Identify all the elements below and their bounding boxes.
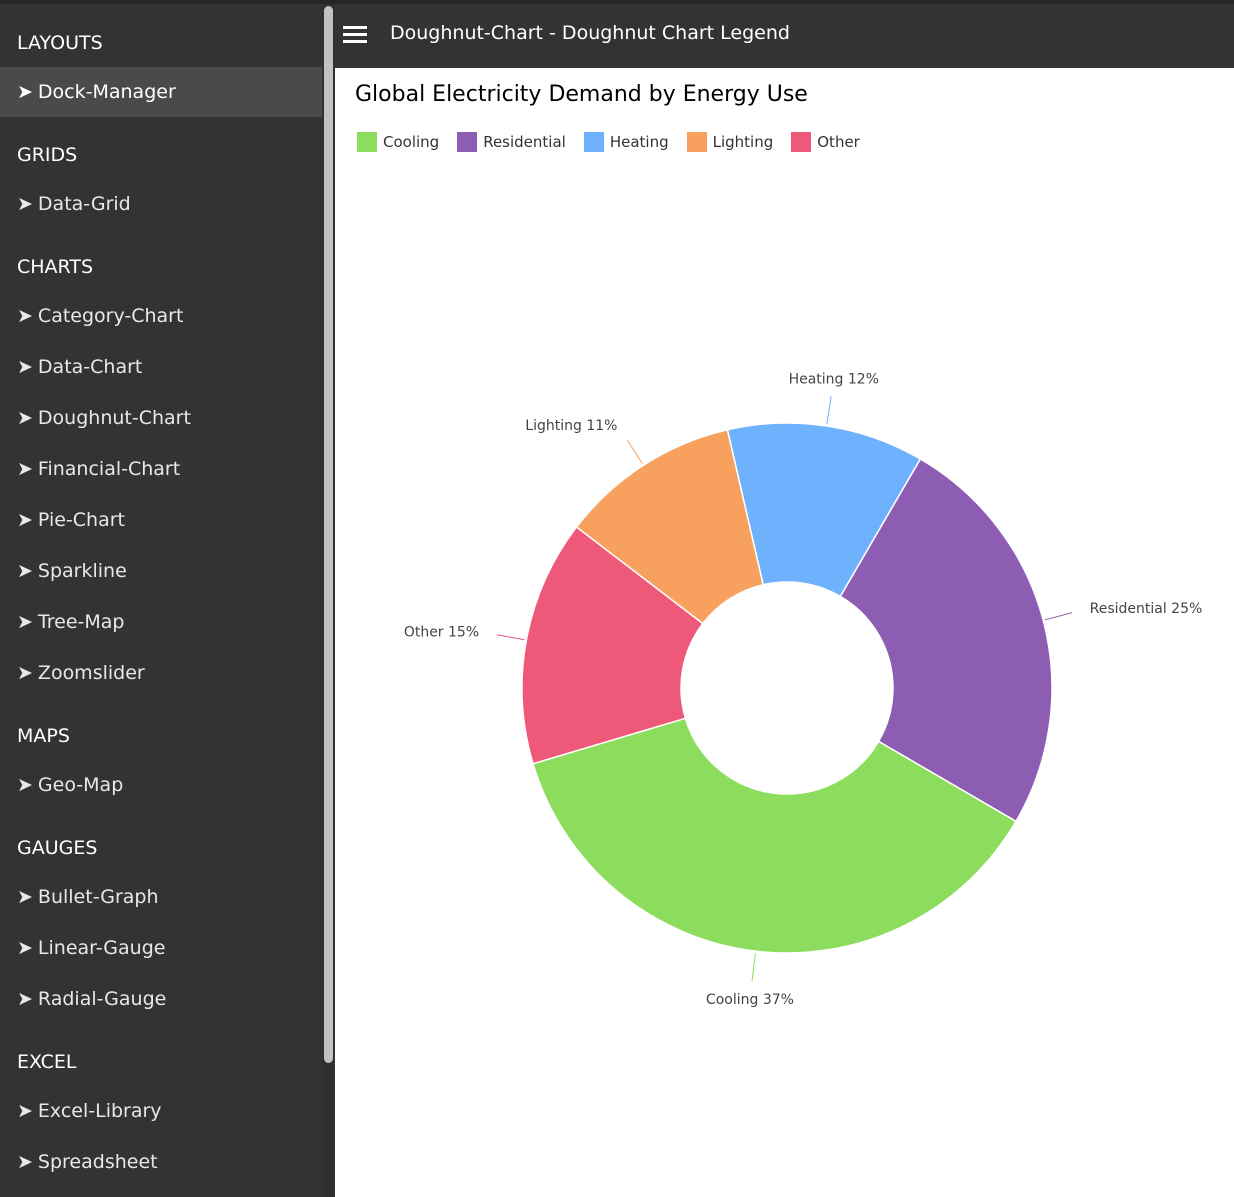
arrow-right-icon: ➤ (17, 662, 33, 684)
sidebar-section-grids: GRIDS (17, 144, 78, 166)
sidebar-item-label: Spreadsheet (37, 1151, 158, 1173)
arrow-right-icon: ➤ (17, 611, 33, 633)
sidebar-item-radial-gauge[interactable]: ➤ Radial-Gauge (0, 974, 322, 1024)
sidebar-item-label: Tree-Map (37, 611, 125, 633)
legend-swatch (357, 132, 377, 152)
arrow-right-icon: ➤ (17, 886, 33, 908)
sidebar-item-sparkline[interactable]: ➤ Sparkline (0, 546, 322, 596)
slice-label-cooling: Cooling 37% (706, 992, 794, 1008)
callout-line-cooling (751, 953, 756, 981)
arrow-right-icon: ➤ (17, 774, 33, 796)
sidebar-item-linear-gauge[interactable]: ➤ Linear-Gauge (0, 923, 322, 973)
header-title: Doughnut-Chart - Doughnut Chart Legend (390, 22, 790, 44)
sidebar-item-geo-map[interactable]: ➤ Geo-Map (0, 760, 322, 810)
arrow-right-icon: ➤ (17, 356, 33, 378)
arrow-right-icon: ➤ (17, 81, 33, 103)
sidebar-item-dock-manager[interactable]: ➤ Dock-Manager (0, 67, 322, 117)
sidebar-item-label: Geo-Map (37, 774, 124, 796)
chart-legend: Cooling Residential Heating Lighting Other (357, 132, 878, 152)
sidebar-item-label: Linear-Gauge (37, 937, 166, 959)
slice-cooling[interactable] (532, 717, 1018, 954)
legend-item-other[interactable]: Other (791, 132, 860, 152)
legend-item-heating[interactable]: Heating (583, 132, 669, 152)
arrow-right-icon: ➤ (17, 305, 33, 327)
header-top-border (335, 0, 1234, 4)
sidebar-item-category-chart[interactable]: ➤ Category-Chart (0, 291, 322, 341)
sidebar-item-bullet-graph[interactable]: ➤ Bullet-Graph (0, 872, 322, 922)
arrow-right-icon: ➤ (17, 1151, 33, 1173)
legend-swatch (457, 132, 478, 152)
sidebar-item-financial-chart[interactable]: ➤ Financial-Chart (0, 444, 322, 494)
arrow-right-icon: ➤ (17, 458, 33, 480)
sidebar-item-label: Category-Chart (37, 305, 184, 327)
arrow-right-icon: ➤ (17, 407, 33, 429)
sidebar-item-label: Radial-Gauge (37, 988, 167, 1010)
sidebar-item-label: Sparkline (37, 560, 127, 582)
callout-line-lighting (626, 439, 643, 464)
sidebar-item-spreadsheet[interactable]: ➤ Spreadsheet (0, 1137, 322, 1187)
legend-label: Cooling (383, 133, 440, 151)
callout-line-heating (826, 396, 832, 425)
sidebar-top-border (0, 0, 335, 4)
sidebar-section-excel: EXCEL (17, 1051, 77, 1073)
sidebar-item-label: Excel-Library (37, 1100, 162, 1122)
legend-item-residential[interactable]: Residential (457, 132, 566, 152)
sidebar-section-layouts: LAYOUTS (17, 32, 103, 54)
slice-label-heating: Heating 12% (789, 372, 879, 388)
legend-label: Residential (483, 133, 566, 151)
arrow-right-icon: ➤ (17, 1100, 33, 1122)
sidebar-item-label: Dock-Manager (37, 81, 176, 103)
sidebar-item-data-chart[interactable]: ➤ Data-Chart (0, 342, 322, 392)
arrow-right-icon: ➤ (17, 560, 33, 582)
callout-line-other (496, 634, 525, 641)
slice-label-other: Other 15% (404, 624, 479, 640)
legend-label: Lighting (712, 133, 774, 151)
arrow-right-icon: ➤ (17, 509, 33, 531)
sidebar-item-tree-map[interactable]: ➤ Tree-Map (0, 597, 322, 647)
main-content: Global Electricity Demand by Energy Use … (335, 68, 1234, 1197)
sidebar-section-gauges: GAUGES (17, 837, 98, 859)
legend-item-cooling[interactable]: Cooling (357, 132, 439, 152)
arrow-right-icon: ➤ (17, 193, 33, 215)
slice-label-lighting: Lighting 11% (525, 418, 617, 434)
sidebar-item-label: Financial-Chart (37, 458, 181, 480)
slice-residential[interactable] (839, 457, 1053, 823)
sidebar-item-label: Data-Grid (37, 193, 131, 215)
legend-label: Other (817, 133, 860, 151)
slice-label-residential: Residential 25% (1090, 601, 1203, 617)
legend-swatch (583, 132, 604, 152)
sidebar-item-data-grid[interactable]: ➤ Data-Grid (0, 179, 322, 229)
sidebar-scrollbar-thumb[interactable] (324, 6, 333, 1063)
chart-title: Global Electricity Demand by Energy Use (355, 82, 808, 107)
sidebar-item-label: Zoomslider (37, 662, 145, 684)
legend-item-lighting[interactable]: Lighting (686, 132, 774, 152)
arrow-right-icon: ➤ (17, 937, 33, 959)
sidebar-item-pie-chart[interactable]: ➤ Pie-Chart (0, 495, 322, 545)
slice-heating[interactable] (726, 422, 922, 598)
callout-line-residential (1045, 612, 1073, 621)
sidebar-item-label: Doughnut-Chart (37, 407, 191, 429)
legend-swatch (791, 132, 812, 152)
sidebar-section-charts: CHARTS (17, 256, 94, 278)
slice-other[interactable] (521, 525, 704, 765)
app-header: Doughnut-Chart - Doughnut Chart Legend (335, 0, 1234, 68)
sidebar-item-label: Pie-Chart (37, 509, 125, 531)
sidebar-item-label: Bullet-Graph (37, 886, 159, 908)
arrow-right-icon: ➤ (17, 988, 33, 1010)
sidebar-section-maps: MAPS (17, 725, 70, 747)
sidebar-item-zoomslider[interactable]: ➤ Zoomslider (0, 648, 322, 698)
legend-swatch (686, 132, 707, 152)
sidebar-item-doughnut-chart[interactable]: ➤ Doughnut-Chart (0, 393, 322, 443)
hamburger-icon[interactable] (343, 26, 367, 44)
slice-lighting[interactable] (575, 428, 765, 625)
sidebar-item-label: Data-Chart (37, 356, 143, 378)
legend-label: Heating (609, 133, 669, 151)
sidebar: LAYOUTS ➤ Dock-Manager GRIDS ➤ Data-Grid CHART… (0, 0, 335, 1197)
doughnut-chart: Cooling 37% Residential 25% Heating 12% Lig… (404, 372, 1203, 1008)
sidebar-item-excel-library[interactable]: ➤ Excel-Library (0, 1086, 322, 1136)
